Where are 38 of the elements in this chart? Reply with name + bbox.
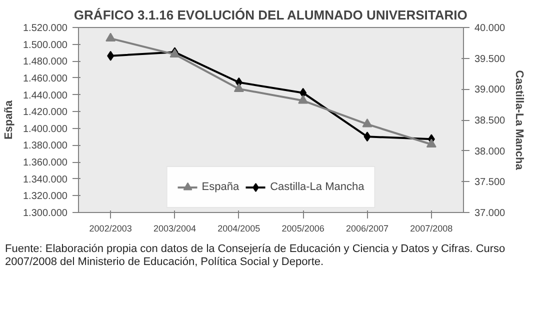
point	[426, 138, 436, 148]
y-axis-title: España	[3, 100, 16, 140]
y-tick-label: 1.360.000	[23, 158, 68, 169]
legend-label: Castilla-La Mancha	[270, 181, 364, 193]
y-tick-label: 1.400.000	[23, 124, 68, 135]
y2-tick-label: 40.000	[474, 23, 506, 34]
x-tick-label: 2004/2005	[218, 224, 260, 234]
y2-tick-label: 38.000	[474, 146, 506, 158]
point	[106, 32, 116, 42]
point	[234, 83, 244, 92]
y2-tick-label: 37.000	[474, 208, 506, 219]
y2-tick-label: 38.500	[474, 116, 506, 126]
y2-tick-label: 37.500	[474, 177, 506, 188]
chart-title: GRÁFICO 3.1.16 EVOLUCIÓN DEL ALUMNADO UNIVERSITARIO	[74, 8, 468, 22]
x-tick-label: 2007/2008	[410, 224, 453, 234]
point	[107, 50, 114, 61]
y-tick-label: 1.520.000	[23, 23, 68, 34]
y-tick-label: 1.300.000	[23, 208, 68, 219]
x-tick-label: 2002/2003	[89, 224, 132, 234]
y2-tick-label: 39.500	[474, 54, 506, 65]
point	[364, 132, 371, 142]
y2-axis-title: Castilla-La Mancha	[513, 70, 526, 171]
y-tick-label: 1.460.000	[23, 73, 68, 84]
y-tick-label: 1.500.000	[23, 40, 68, 51]
y-tick-label: 1.380.000	[23, 140, 68, 152]
y-tick-label: 1.480.000	[23, 56, 68, 68]
x-tick-label: 2003/2004	[153, 224, 196, 234]
point	[298, 94, 308, 104]
y-tick-label: 1.420.000	[23, 107, 68, 118]
y-tick-label: 1.340.000	[23, 174, 68, 186]
x-tick-label: 2006/2007	[346, 224, 389, 234]
legend-label: España	[202, 181, 240, 193]
source-note: Fuente: Elaboración propia con datos de la Consejería de Educación y Ciencia y Datos y Cifras. Curso 2007/2008 del Ministerio de Educación, Política Social y Deporte.	[5, 243, 506, 269]
y2-tick-label: 39.000	[474, 84, 506, 96]
x-tick-label: 2005/2006	[282, 224, 324, 234]
y-tick-label: 1.320.000	[23, 191, 68, 202]
point	[362, 118, 372, 128]
y-tick-label: 1.440.000	[23, 90, 68, 102]
